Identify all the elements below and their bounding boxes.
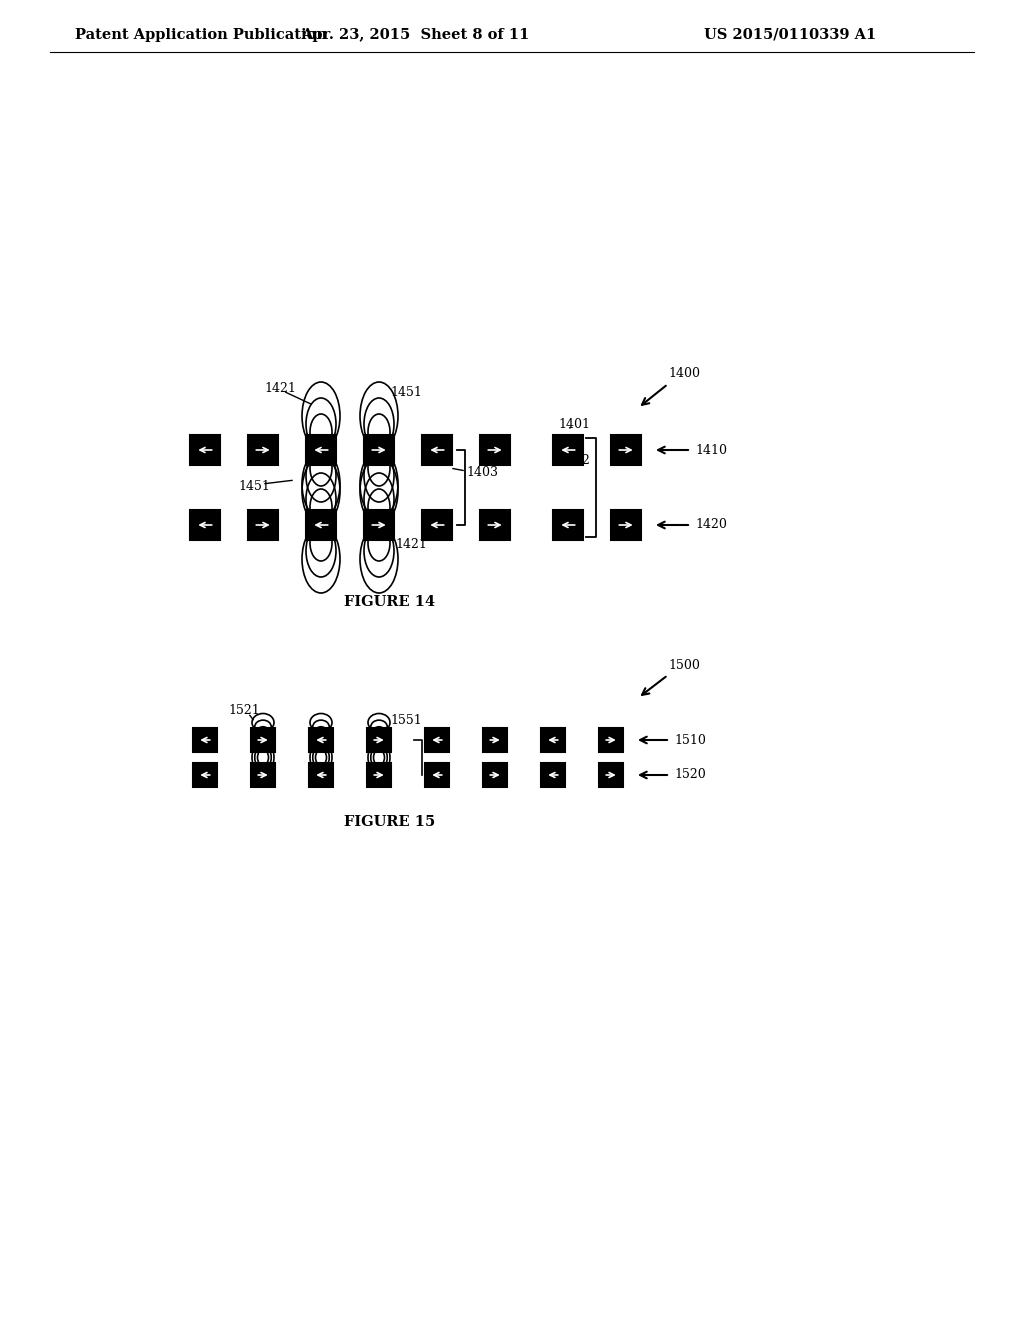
FancyBboxPatch shape <box>480 436 510 465</box>
Text: 1520: 1520 <box>674 768 706 781</box>
Text: 1510: 1510 <box>674 734 706 747</box>
Text: 1420: 1420 <box>695 519 727 532</box>
Text: 1421: 1421 <box>264 381 296 395</box>
FancyBboxPatch shape <box>541 729 565 752</box>
Text: 1500: 1500 <box>668 659 699 672</box>
Text: Apr. 23, 2015  Sheet 8 of 11: Apr. 23, 2015 Sheet 8 of 11 <box>301 28 529 42</box>
FancyBboxPatch shape <box>425 729 449 752</box>
FancyBboxPatch shape <box>193 763 217 787</box>
FancyBboxPatch shape <box>553 436 583 465</box>
FancyBboxPatch shape <box>422 510 452 540</box>
Text: 1451: 1451 <box>390 385 422 399</box>
FancyBboxPatch shape <box>599 763 623 787</box>
FancyBboxPatch shape <box>367 729 391 752</box>
Text: FIGURE 14: FIGURE 14 <box>344 595 435 609</box>
FancyBboxPatch shape <box>480 510 510 540</box>
FancyBboxPatch shape <box>364 510 394 540</box>
Text: 1402: 1402 <box>558 454 590 466</box>
Text: FIGURE 15: FIGURE 15 <box>344 814 435 829</box>
Text: US 2015/0110339 A1: US 2015/0110339 A1 <box>703 28 877 42</box>
FancyBboxPatch shape <box>553 510 583 540</box>
FancyBboxPatch shape <box>367 763 391 787</box>
Text: 1410: 1410 <box>695 444 727 457</box>
FancyBboxPatch shape <box>190 436 220 465</box>
FancyBboxPatch shape <box>306 436 336 465</box>
FancyBboxPatch shape <box>611 436 641 465</box>
FancyBboxPatch shape <box>483 729 507 752</box>
Text: 1403: 1403 <box>466 466 498 479</box>
FancyBboxPatch shape <box>425 763 449 787</box>
FancyBboxPatch shape <box>599 729 623 752</box>
Text: Patent Application Publication: Patent Application Publication <box>75 28 327 42</box>
FancyBboxPatch shape <box>611 510 641 540</box>
Text: 1551: 1551 <box>390 714 422 726</box>
FancyBboxPatch shape <box>193 729 217 752</box>
Text: 1451: 1451 <box>238 479 270 492</box>
Text: 1521: 1521 <box>228 704 260 717</box>
FancyBboxPatch shape <box>190 510 220 540</box>
FancyBboxPatch shape <box>364 436 394 465</box>
FancyBboxPatch shape <box>248 510 278 540</box>
Text: 1421: 1421 <box>395 539 427 552</box>
FancyBboxPatch shape <box>251 729 275 752</box>
FancyBboxPatch shape <box>309 729 333 752</box>
Text: 1401: 1401 <box>558 417 590 430</box>
FancyBboxPatch shape <box>251 763 275 787</box>
FancyBboxPatch shape <box>541 763 565 787</box>
FancyBboxPatch shape <box>483 763 507 787</box>
Text: 1400: 1400 <box>668 367 700 380</box>
FancyBboxPatch shape <box>422 436 452 465</box>
FancyBboxPatch shape <box>309 763 333 787</box>
FancyBboxPatch shape <box>248 436 278 465</box>
FancyBboxPatch shape <box>306 510 336 540</box>
